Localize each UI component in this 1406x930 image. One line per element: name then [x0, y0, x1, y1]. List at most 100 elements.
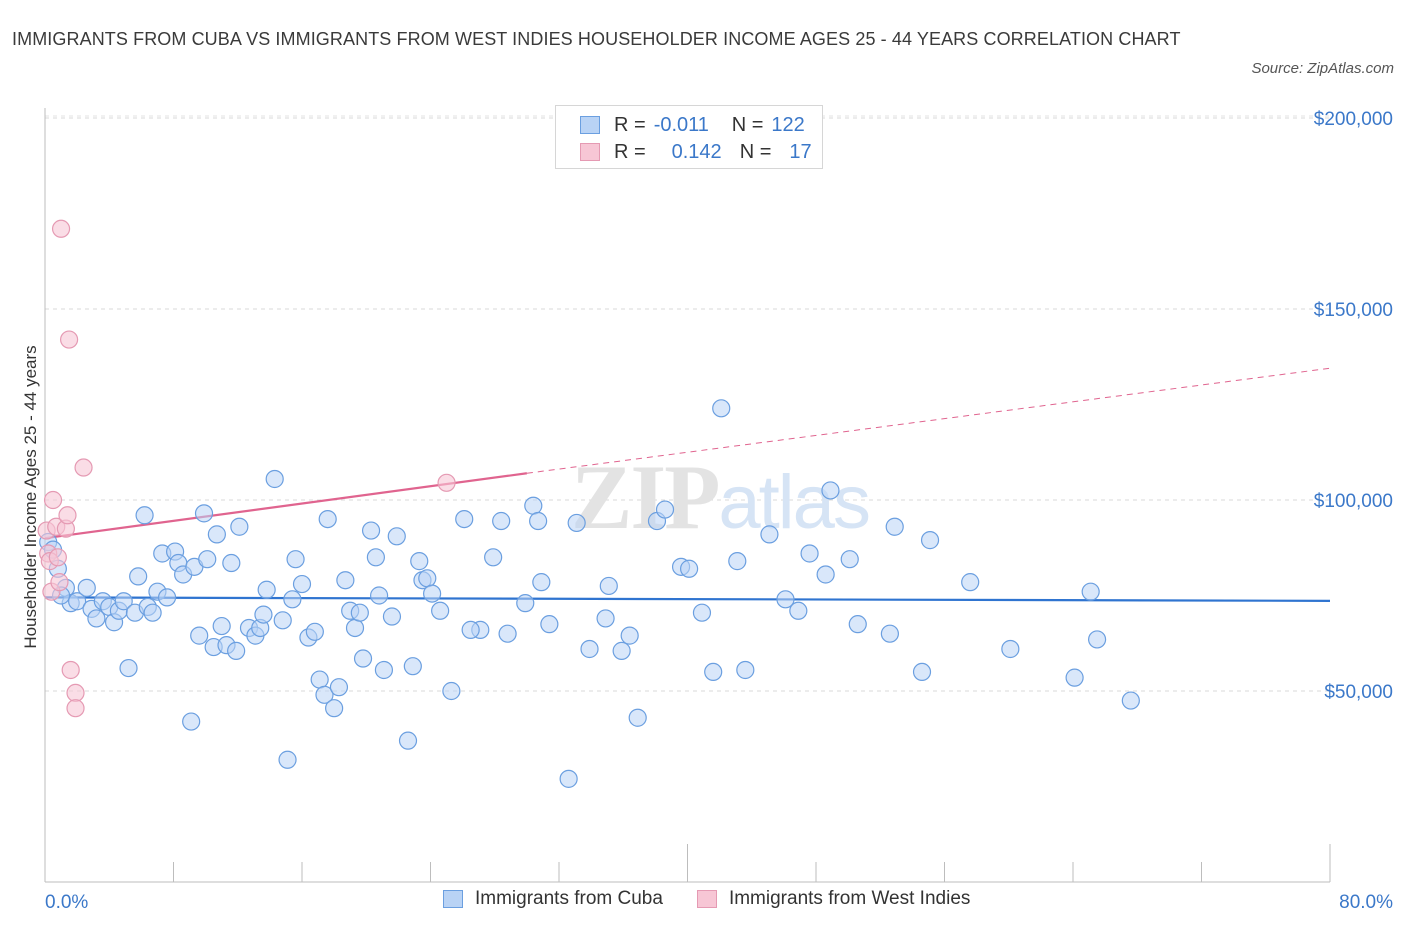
data-point-cuba	[336, 571, 355, 590]
x-tick-label-max: 80.0%	[1339, 892, 1393, 913]
points-cuba	[39, 399, 1140, 788]
data-point-cuba	[599, 576, 618, 596]
data-point-cuba	[198, 550, 217, 569]
data-point-cuba	[492, 511, 511, 531]
data-point-cuba	[374, 660, 394, 680]
data-point-cuba	[692, 603, 712, 622]
chart-title: IMMIGRANTS FROM CUBA VS IMMIGRANTS FROM …	[12, 29, 1181, 49]
data-point-cuba	[848, 615, 867, 634]
legend-row-cuba: R = -0.011 N = 122	[580, 112, 805, 138]
legend-r-label: R =	[614, 140, 646, 163]
data-point-cuba	[1001, 639, 1020, 659]
legend-n-value: 17	[789, 140, 812, 163]
data-point-cuba	[387, 527, 406, 546]
data-point-cuba	[68, 592, 87, 611]
data-point-cuba	[273, 611, 292, 630]
data-point-cuba	[129, 567, 148, 586]
data-point-west-indies	[437, 473, 456, 492]
data-point-cuba	[704, 662, 723, 682]
data-point-cuba	[840, 550, 859, 569]
data-point-cuba	[821, 481, 840, 500]
legend-item-west-indies[interactable]: Immigrants from West Indies	[696, 888, 970, 910]
legend-swatch-west-indies	[580, 143, 600, 161]
data-point-cuba	[366, 548, 385, 567]
data-point-cuba	[1121, 691, 1140, 710]
data-point-cuba	[1081, 582, 1100, 601]
data-point-cuba	[254, 605, 273, 624]
source-label: Source: ZipAtlas.com	[1251, 60, 1394, 77]
data-point-cuba	[655, 500, 675, 519]
legend-row-west-indies: R = 0.142 N = 17	[580, 139, 812, 165]
data-point-cuba	[776, 590, 795, 609]
data-point-cuba	[398, 731, 418, 750]
legend-swatch-cuba	[443, 890, 463, 908]
data-point-cuba	[329, 678, 349, 697]
data-point-cuba	[1065, 668, 1084, 687]
grid-lines	[45, 115, 1330, 692]
data-point-cuba	[628, 708, 647, 727]
data-point-cuba	[880, 624, 899, 643]
data-point-cuba	[461, 620, 480, 639]
legend-n-value: 122	[771, 113, 805, 136]
data-point-cuba	[257, 580, 276, 599]
data-point-cuba	[190, 626, 209, 645]
data-point-west-indies	[66, 699, 85, 718]
data-point-cuba	[194, 504, 214, 523]
legend-n-label: N =	[739, 140, 772, 163]
data-point-cuba	[207, 525, 226, 544]
data-point-cuba	[143, 603, 162, 622]
data-point-cuba	[286, 550, 305, 569]
data-point-cuba	[114, 592, 133, 611]
data-point-cuba	[760, 525, 779, 544]
series-legend: Immigrants from Cuba Immigrants from Wes…	[443, 888, 1004, 910]
data-point-cuba	[403, 657, 422, 676]
data-point-cuba	[325, 699, 344, 718]
data-point-cuba	[230, 517, 249, 536]
data-point-cuba	[418, 569, 437, 588]
y-tick-label: $150,000	[1314, 300, 1393, 321]
data-point-cuba	[612, 641, 631, 660]
data-point-west-indies	[66, 683, 85, 703]
trend-line-west-indies-extrapolated	[526, 367, 1331, 474]
data-point-cuba	[961, 573, 980, 592]
data-point-cuba	[305, 622, 324, 641]
trend-line-cuba	[44, 596, 1331, 602]
data-point-cuba	[559, 769, 578, 788]
data-point-cuba	[920, 531, 940, 550]
data-point-west-indies	[58, 506, 77, 525]
legend-swatch-cuba	[580, 116, 600, 134]
data-point-cuba	[712, 399, 731, 418]
data-point-cuba	[455, 509, 474, 529]
data-point-cuba	[292, 574, 312, 594]
data-point-cuba	[361, 521, 381, 540]
data-point-cuba	[431, 601, 450, 620]
data-point-cuba	[532, 573, 551, 592]
data-point-west-indies	[48, 548, 67, 567]
data-point-cuba	[318, 509, 337, 529]
data-point-west-indies	[51, 219, 71, 238]
legend-item-cuba[interactable]: Immigrants from Cuba	[443, 888, 663, 910]
y-tick-label: $100,000	[1314, 491, 1393, 512]
legend-swatch-west-indies	[696, 890, 717, 908]
legend-n-label: N =	[731, 113, 764, 136]
y-tick-label: $50,000	[1324, 682, 1393, 703]
data-point-west-indies	[59, 330, 79, 349]
data-point-cuba	[789, 601, 808, 620]
data-point-cuba	[87, 609, 106, 628]
data-point-cuba	[816, 565, 835, 584]
data-point-cuba	[278, 750, 297, 769]
y-axis-label: Householder Income Ages 25 - 44 years	[21, 345, 40, 648]
legend-r-value: -0.011	[653, 113, 709, 136]
stats-legend: R = -0.011 N = 122 R = 0.142 N = 17	[555, 105, 823, 169]
data-point-west-indies	[74, 458, 93, 477]
data-point-cuba	[516, 594, 535, 613]
data-point-cuba	[315, 685, 334, 704]
data-point-cuba	[410, 552, 429, 571]
data-point-cuba	[227, 641, 246, 660]
data-point-cuba	[157, 588, 177, 607]
data-point-cuba	[182, 712, 201, 731]
data-point-cuba	[222, 553, 241, 573]
y-tick-labels: $50,000 $100,000 $150,000 $200,000	[1314, 109, 1393, 703]
data-point-cuba	[135, 506, 154, 525]
data-point-cuba	[1087, 630, 1107, 649]
